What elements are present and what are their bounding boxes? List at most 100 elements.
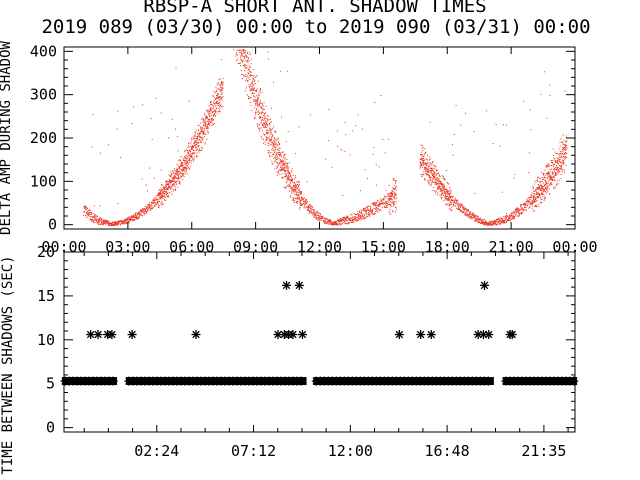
- scatter-point: [267, 137, 269, 139]
- scatter-point: [210, 114, 212, 116]
- scatter-point: [544, 185, 546, 187]
- scatter-point: [357, 114, 359, 116]
- scatter-point: [549, 175, 551, 177]
- scatter-point: [219, 78, 221, 80]
- scatter-point: [531, 208, 533, 210]
- scatter-point: [255, 113, 256, 115]
- scatter-point: [198, 151, 200, 153]
- scatter-point: [515, 209, 516, 211]
- scatter-point: [166, 183, 168, 185]
- scatter-point: [215, 90, 217, 92]
- scatter-point: [200, 131, 202, 133]
- scatter-point: [90, 218, 91, 220]
- scatter-point: [433, 171, 435, 173]
- scatter-point: [241, 59, 243, 61]
- scatter-point: [256, 103, 258, 105]
- scatter-point: [180, 172, 182, 174]
- scatter-point: [200, 146, 202, 148]
- scatter-point: [303, 200, 305, 202]
- scatter-point: [155, 204, 157, 206]
- scatter-point: [450, 193, 451, 195]
- scatter-point: [169, 175, 171, 177]
- scatter-point: [285, 187, 287, 189]
- scatter-point: [297, 187, 299, 189]
- scatter-point: [438, 186, 440, 188]
- scatter-point: [202, 147, 204, 149]
- scatter-point: [194, 135, 196, 137]
- scatter-point: [564, 172, 565, 174]
- scatter-point: [83, 214, 85, 216]
- scatter-point: [159, 200, 160, 202]
- scatter-point: [207, 126, 209, 128]
- scatter-point: [186, 167, 188, 169]
- scatter-point: [126, 219, 128, 221]
- scatter-point: [439, 182, 441, 184]
- scatter-point: [355, 218, 357, 220]
- scatter-point: [385, 196, 387, 198]
- scatter-point: [120, 224, 122, 226]
- scatter-point: [497, 222, 499, 224]
- scatter-point: [392, 210, 393, 212]
- scatter-point: [191, 147, 192, 149]
- scatter-point: [291, 178, 293, 180]
- scatter-point: [386, 206, 388, 208]
- scatter-point: [495, 221, 497, 223]
- scatter-point: [497, 221, 499, 223]
- scatter-point: [287, 176, 289, 178]
- scatter-point: [252, 90, 254, 92]
- scatter-point: [450, 190, 452, 192]
- scatter-point: [352, 219, 354, 221]
- scatter-point: [214, 109, 216, 111]
- scatter-point: [290, 176, 292, 177]
- scatter-point: [214, 99, 216, 101]
- scatter-point: [282, 177, 284, 179]
- scatter-point: [481, 219, 483, 221]
- scatter-point: [267, 133, 269, 135]
- scatter-point: [213, 97, 215, 99]
- scatter-point: [544, 196, 546, 198]
- scatter-point: [467, 209, 469, 211]
- scatter-point: [201, 119, 203, 120]
- scatter-point: [254, 76, 256, 78]
- scatter-point: [150, 201, 152, 203]
- scatter-point: [424, 148, 426, 150]
- scatter-point: [284, 157, 286, 159]
- scatter-point: [428, 170, 430, 172]
- scatter-point: [189, 150, 191, 152]
- scatter-point: [527, 202, 529, 204]
- scatter-point: [522, 211, 524, 213]
- scatter-point: [563, 155, 565, 157]
- scatter-point: [216, 94, 218, 96]
- scatter-point: [363, 207, 365, 209]
- scatter-point: [299, 202, 301, 204]
- scatter-point: [182, 162, 184, 164]
- scatter-point: [135, 216, 137, 218]
- scatter-point: [185, 169, 187, 170]
- scatter-point: [389, 197, 390, 199]
- scatter-point: [384, 195, 385, 197]
- scatter-point: [370, 206, 372, 208]
- scatter-point: [319, 213, 321, 215]
- scatter-point: [279, 173, 281, 175]
- scatter-point: [207, 122, 209, 124]
- scatter-point: [195, 132, 197, 134]
- scatter-point: [198, 133, 200, 135]
- scatter-point: [104, 220, 106, 222]
- scatter-point: [180, 161, 182, 163]
- scatter-point: [261, 108, 263, 110]
- scatter-point: [180, 163, 182, 165]
- scatter-point: [536, 187, 538, 189]
- scatter-point: [194, 135, 196, 137]
- scatter-point: [535, 188, 537, 190]
- scatter-point: [444, 189, 446, 190]
- scatter-point: [299, 201, 301, 203]
- scatter-point: [93, 205, 95, 207]
- scatter-point: [435, 182, 437, 183]
- scatter-point: [461, 205, 463, 207]
- scatter-point: [378, 203, 380, 205]
- scatter-point: [542, 185, 544, 187]
- scatter-point: [172, 172, 174, 174]
- scatter-point: [363, 215, 365, 217]
- scatter-point: [111, 222, 113, 224]
- scatter-point: [429, 167, 431, 169]
